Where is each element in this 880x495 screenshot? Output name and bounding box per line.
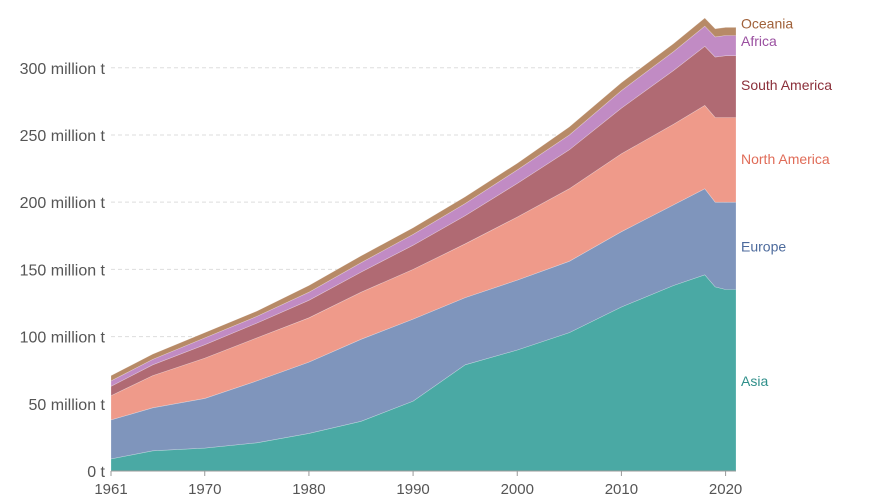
y-tick-label: 0 t	[87, 464, 105, 481]
y-axis: 0 t 50 million t 100 million t 150 million …	[20, 61, 106, 481]
y-tick-label: 250 million t	[20, 128, 106, 145]
x-tick-label: 2010	[605, 481, 638, 495]
legend-label-europe: Europe	[741, 239, 786, 255]
legend-label-south-america: South America	[741, 77, 832, 93]
x-tick-label: 2000	[501, 481, 534, 495]
y-tick-label: 100 million t	[20, 330, 106, 347]
legend-label-africa: Africa	[741, 33, 777, 49]
area-europe	[110, 188, 737, 460]
y-tick-label: 200 million t	[20, 195, 106, 212]
area-oceania	[110, 17, 737, 382]
y-tick-label: 150 million t	[20, 262, 106, 279]
x-tick-label: 1980	[292, 481, 325, 495]
x-tick-label: 1990	[396, 481, 429, 495]
legend-label-asia: Asia	[741, 373, 768, 389]
x-tick-label: 2020	[709, 481, 742, 495]
x-axis: 1961 1970 1980 1990 2000 2010 2020	[94, 470, 742, 495]
legend: Asia Europe North America South America Afri…	[741, 15, 832, 389]
y-tick-label: 300 million t	[20, 61, 106, 78]
x-tick-label: 1970	[188, 481, 221, 495]
y-tick-label: 50 million t	[29, 397, 106, 414]
stacked-areas	[110, 17, 737, 472]
legend-label-oceania: Oceania	[741, 15, 793, 31]
legend-label-north-america: North America	[741, 151, 830, 167]
x-tick-label: 1961	[94, 481, 127, 495]
